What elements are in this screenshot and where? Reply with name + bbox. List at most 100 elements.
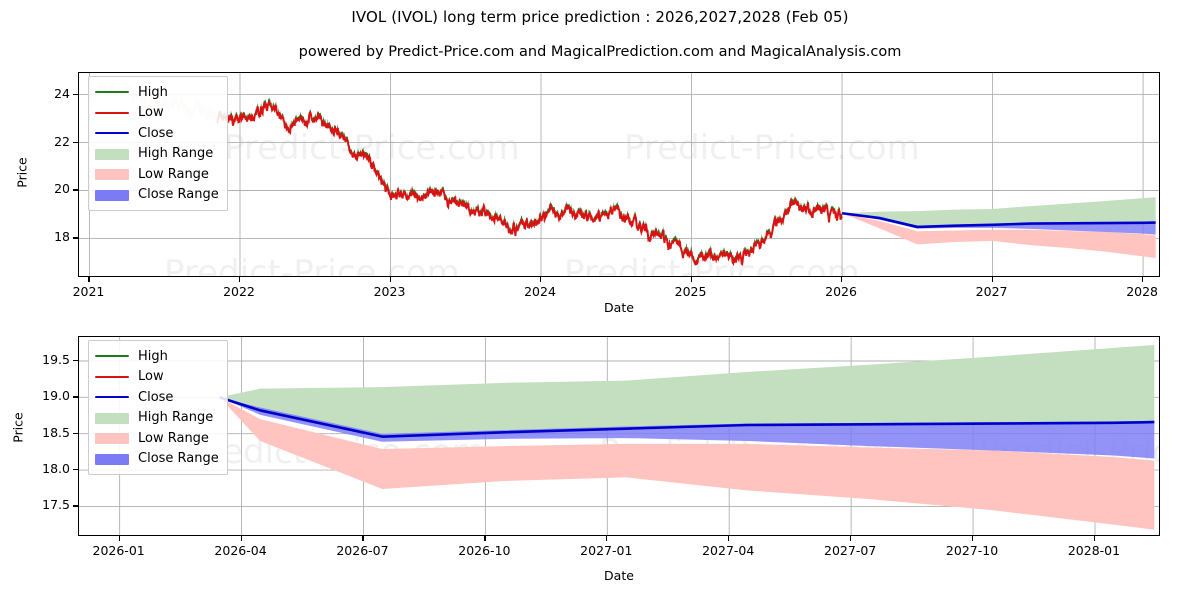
legend-item-label: High	[138, 348, 168, 364]
y-tick-mark	[73, 189, 78, 191]
y-tick-label: 18	[54, 229, 70, 245]
legend-swatch-icon	[95, 411, 129, 425]
x-tick-mark	[118, 536, 120, 541]
y-tick-label: 19.5	[42, 352, 70, 367]
x-tick-label: 2024	[524, 284, 556, 299]
legend-swatch-icon	[95, 390, 129, 404]
x-tick-label: 2028	[1126, 284, 1158, 299]
legend-item-low[interactable]: Low	[95, 103, 219, 124]
detail-x-axis-label: Date	[604, 568, 634, 583]
legend-swatch-icon	[95, 431, 129, 445]
x-tick-mark	[850, 536, 852, 541]
x-tick-label: 2027-07	[824, 543, 877, 558]
x-tick-mark	[728, 536, 730, 541]
legend-swatch-icon	[95, 452, 129, 466]
y-tick-mark	[73, 237, 78, 239]
x-tick-mark	[841, 277, 843, 282]
x-tick-mark	[606, 536, 608, 541]
x-tick-label: 2027-01	[580, 543, 633, 558]
overview-legend: High Low Close High Range Low Range Close Ran…	[88, 76, 228, 211]
overview-chart-panel: Price Predict-Price.com Predict-Price.com…	[15, 72, 1160, 315]
x-tick-label: 2026-10	[458, 543, 511, 558]
detail-plot-area: Predict-Price.comPredict-Price.comPredic…	[78, 336, 1160, 536]
legend-swatch-icon	[95, 167, 129, 181]
legend-item-high[interactable]: High	[95, 346, 219, 367]
legend-item-label: Low Range	[138, 166, 209, 182]
overview-plot-area: Predict-Price.com Predict-Price.com Predic…	[78, 72, 1160, 277]
y-tick-mark	[73, 505, 78, 507]
y-tick-mark	[73, 93, 78, 95]
x-tick-mark	[690, 277, 692, 282]
legend-item-high[interactable]: High	[95, 82, 219, 103]
legend-item-label: Close	[138, 125, 174, 141]
y-tick-mark	[73, 360, 78, 362]
legend-swatch-icon	[95, 349, 129, 363]
x-tick-label: 2027-10	[945, 543, 999, 558]
y-tick-mark	[73, 141, 78, 143]
legend-item-label: Close	[138, 389, 174, 405]
x-tick-label: 2026-07	[336, 543, 389, 558]
x-tick-label: 2025	[674, 284, 707, 299]
x-tick-mark	[238, 277, 241, 282]
x-tick-mark	[540, 277, 542, 282]
legend-swatch-icon	[95, 106, 129, 120]
legend-item-low-range[interactable]: Low Range	[95, 428, 219, 449]
legend-item-label: Low	[138, 369, 164, 385]
x-tick-label: 2026-04	[214, 543, 267, 558]
x-tick-label: 2026-01	[92, 543, 145, 558]
forecast-detail-chart-panel: Price Predict-Price.comPredict-Price.com…	[0, 320, 1200, 600]
x-tick-mark	[991, 277, 993, 282]
x-tick-mark	[972, 536, 974, 541]
x-tick-label: 2027-04	[702, 543, 755, 558]
x-tick-label: 2028-01	[1067, 543, 1121, 558]
x-tick-label: 2023	[373, 284, 406, 299]
legend-item-high-range[interactable]: High Range	[95, 408, 219, 429]
x-tick-mark	[240, 536, 242, 541]
overview-x-axis-label: Date	[604, 300, 634, 315]
x-tick-mark	[389, 277, 391, 282]
y-tick-mark	[73, 396, 78, 398]
y-tick-label: 20	[54, 181, 70, 197]
legend-swatch-icon	[95, 85, 129, 99]
legend-item-close-range[interactable]: Close Range	[95, 449, 219, 470]
detail-legend: High Low Close High Range Low Range Close Ran…	[88, 340, 228, 475]
legend-item-label: High Range	[138, 146, 214, 162]
legend-item-low-range[interactable]: Low Range	[95, 164, 219, 185]
x-tick-label: 2022	[223, 284, 255, 299]
y-tick-label: 19.0	[42, 388, 70, 404]
legend-item-label: Low	[138, 105, 164, 121]
y-tick-label: 22	[54, 133, 70, 149]
y-tick-mark	[73, 432, 78, 434]
y-tick-label: 18.0	[42, 461, 70, 477]
legend-item-label: Low Range	[138, 430, 209, 446]
detail-y-axis-label: Price	[10, 412, 26, 443]
legend-swatch-icon	[95, 147, 129, 161]
x-tick-mark	[362, 536, 364, 541]
legend-item-close[interactable]: Close	[95, 123, 219, 144]
x-tick-mark	[484, 536, 486, 541]
legend-item-close-range[interactable]: Close Range	[95, 185, 219, 206]
y-tick-label: 18.5	[42, 424, 70, 440]
legend-item-high-range[interactable]: High Range	[95, 144, 219, 165]
page-title: IVOL (IVOL) long term price prediction :…	[351, 8, 849, 26]
legend-item-label: Close Range	[138, 451, 219, 467]
legend-item-label: High Range	[138, 410, 214, 426]
legend-item-close[interactable]: Close	[95, 387, 219, 408]
x-tick-mark	[88, 277, 90, 282]
legend-swatch-icon	[95, 126, 129, 140]
legend-item-label: High	[138, 84, 168, 100]
x-tick-label: 2027	[975, 284, 1008, 299]
y-tick-label: 17.5	[42, 497, 70, 513]
y-tick-mark	[73, 469, 78, 471]
legend-swatch-icon	[95, 370, 129, 384]
x-tick-label: 2026	[825, 284, 857, 299]
x-tick-label: 2021	[72, 284, 105, 299]
x-tick-mark	[1093, 536, 1096, 541]
legend-item-label: Close Range	[138, 187, 219, 203]
page-subtitle: powered by Predict-Price.com and Magical…	[298, 44, 902, 60]
x-tick-mark	[1142, 277, 1144, 282]
legend-swatch-icon	[95, 188, 129, 202]
legend-item-low[interactable]: Low	[95, 367, 219, 388]
y-tick-label: 24	[54, 85, 70, 101]
